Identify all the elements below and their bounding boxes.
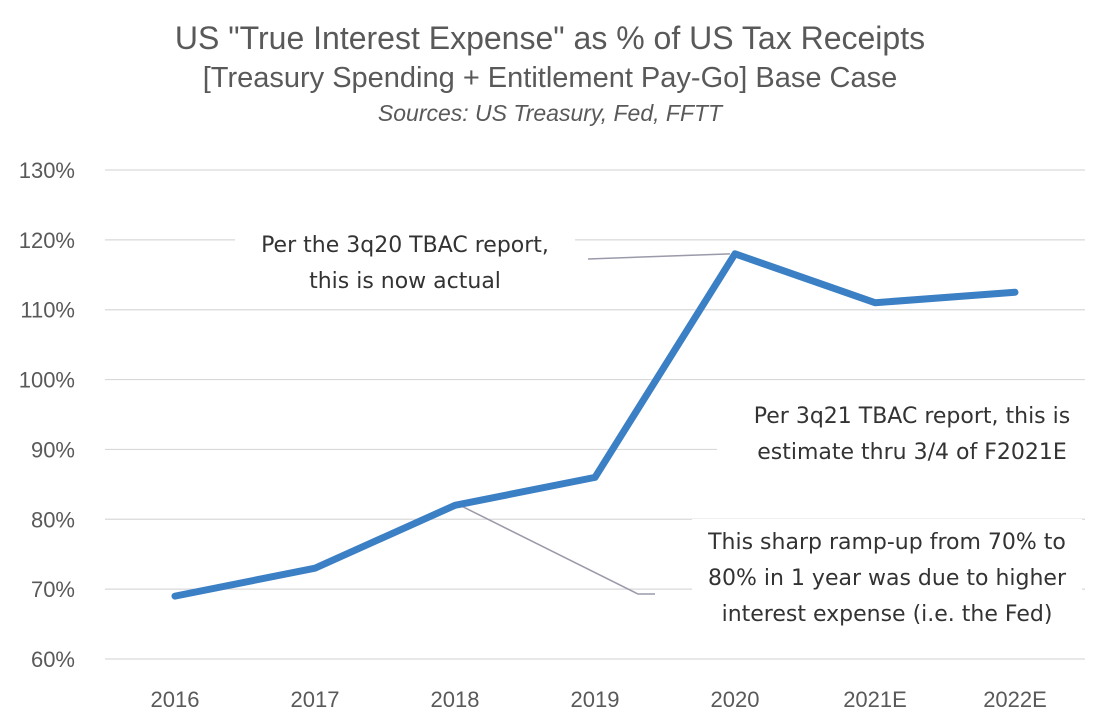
x-tick-label: 2019	[571, 687, 620, 712]
x-tick-label: 2021E	[843, 687, 907, 712]
annotation-text: Per 3q21 TBAC report, this is estimate th…	[754, 404, 1070, 465]
annotation-line: this is now actual	[309, 269, 501, 294]
y-tick-label: 120%	[19, 228, 75, 253]
annotation-background	[692, 519, 1082, 633]
x-tick-label: 2016	[151, 687, 200, 712]
y-tick-label: 100%	[19, 368, 75, 393]
annotation-text: This sharp ramp-up from 70% to 80% in 1 y…	[707, 530, 1067, 627]
annotation-line: estimate thru 3/4 of F2021E	[757, 440, 1067, 465]
chart-source: Sources: US Treasury, Fed, FFTT	[377, 100, 723, 126]
x-tick-label: 2018	[431, 687, 480, 712]
annotation-line: Per the 3q20 TBAC report,	[261, 233, 549, 258]
y-axis: 60% 70% 80% 90% 100% 110% 120% 130%	[19, 158, 75, 672]
y-tick-label: 90%	[31, 437, 75, 462]
y-tick-label: 130%	[19, 158, 75, 183]
series-line	[171, 250, 1019, 600]
chart-subtitle: [Treasury Spending + Entitlement Pay-Go]…	[202, 62, 898, 94]
annotation-line: 80% in 1 year was due to higher	[708, 566, 1067, 591]
annotation-line: Per 3q21 TBAC report, this is	[754, 404, 1070, 429]
y-tick-label: 80%	[31, 507, 75, 532]
y-tick-label: 110%	[20, 298, 75, 323]
annotations: Per the 3q20 TBAC report, this is now act…	[235, 222, 1100, 633]
y-tick-label: 70%	[31, 577, 75, 602]
x-tick-label: 2022E	[983, 687, 1047, 712]
series-lines	[171, 250, 1019, 600]
annotation-text: Per the 3q20 TBAC report, this is now act…	[261, 233, 549, 294]
annotation-line: interest expense (i.e. the Fed)	[722, 602, 1053, 627]
annotation-line: This sharp ramp-up from 70% to	[707, 530, 1066, 555]
y-tick-label: 60%	[31, 647, 75, 672]
x-axis: 2016 2017 2018 2019 2020 2021E 2022E	[151, 687, 1047, 712]
annotation-leader-line	[587, 253, 731, 260]
annotation-leader-line	[459, 504, 655, 595]
chart-title: US "True Interest Expense" as % of US Ta…	[174, 20, 926, 56]
x-tick-label: 2020	[711, 687, 760, 712]
x-tick-label: 2017	[291, 687, 340, 712]
annotation-background	[717, 393, 1100, 471]
annotation-background	[235, 222, 575, 300]
